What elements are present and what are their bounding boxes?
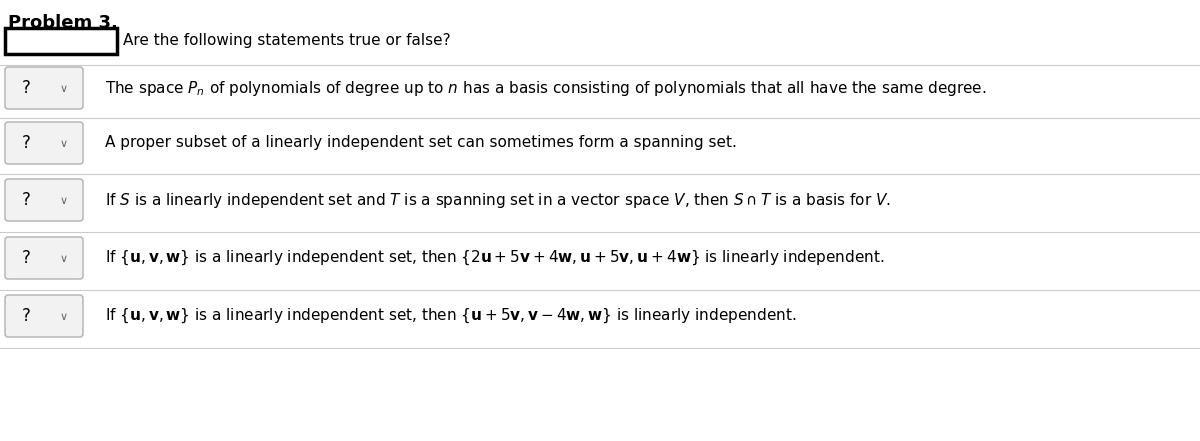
FancyBboxPatch shape — [5, 67, 83, 109]
Text: Problem 3.: Problem 3. — [8, 14, 118, 32]
Text: Are the following statements true or false?: Are the following statements true or fal… — [124, 34, 451, 49]
Text: ∨: ∨ — [60, 139, 68, 149]
FancyBboxPatch shape — [5, 28, 118, 54]
Text: If $\{\mathbf{u}, \mathbf{v}, \mathbf{w}\}$ is a linearly independent set, then : If $\{\mathbf{u}, \mathbf{v}, \mathbf{w}… — [106, 307, 797, 325]
Text: ?: ? — [22, 191, 30, 209]
Text: ∨: ∨ — [60, 84, 68, 94]
Text: ?: ? — [22, 79, 30, 97]
Text: A proper subset of a linearly independent set can sometimes form a spanning set.: A proper subset of a linearly independen… — [106, 135, 737, 150]
FancyBboxPatch shape — [5, 237, 83, 279]
Text: ∨: ∨ — [60, 254, 68, 264]
Text: ?: ? — [22, 134, 30, 152]
Text: The space $P_n$ of polynomials of degree up to $n$ has a basis consisting of pol: The space $P_n$ of polynomials of degree… — [106, 78, 986, 97]
Text: If $\{\mathbf{u}, \mathbf{v}, \mathbf{w}\}$ is a linearly independent set, then : If $\{\mathbf{u}, \mathbf{v}, \mathbf{w}… — [106, 249, 884, 267]
Text: ?: ? — [22, 307, 30, 325]
FancyBboxPatch shape — [5, 295, 83, 337]
FancyBboxPatch shape — [5, 122, 83, 164]
Text: ∨: ∨ — [60, 196, 68, 206]
Text: If $S$ is a linearly independent set and $T$ is a spanning set in a vector space: If $S$ is a linearly independent set and… — [106, 191, 892, 209]
Text: ∨: ∨ — [60, 312, 68, 322]
FancyBboxPatch shape — [5, 179, 83, 221]
Text: ?: ? — [22, 249, 30, 267]
